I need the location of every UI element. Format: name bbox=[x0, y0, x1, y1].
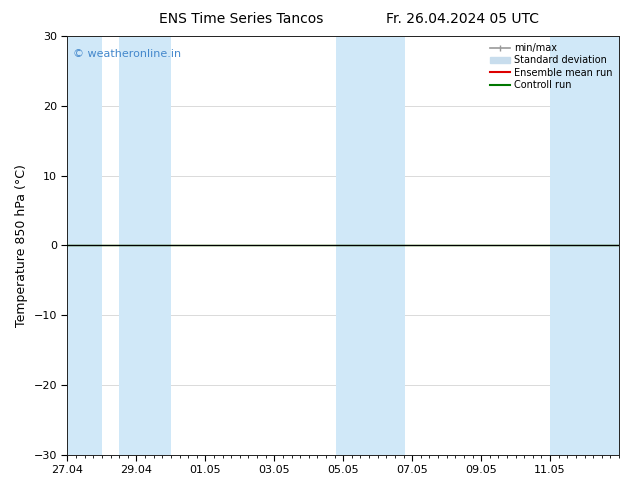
Legend: min/max, Standard deviation, Ensemble mean run, Controll run: min/max, Standard deviation, Ensemble me… bbox=[488, 41, 614, 92]
Bar bbox=[550, 36, 619, 455]
Bar bbox=[337, 36, 405, 455]
Text: ENS Time Series Tancos: ENS Time Series Tancos bbox=[158, 12, 323, 26]
Y-axis label: Temperature 850 hPa (°C): Temperature 850 hPa (°C) bbox=[15, 164, 28, 327]
Text: © weatheronline.in: © weatheronline.in bbox=[73, 49, 181, 59]
Text: Fr. 26.04.2024 05 UTC: Fr. 26.04.2024 05 UTC bbox=[386, 12, 540, 26]
Bar bbox=[67, 36, 102, 455]
Bar bbox=[119, 36, 171, 455]
